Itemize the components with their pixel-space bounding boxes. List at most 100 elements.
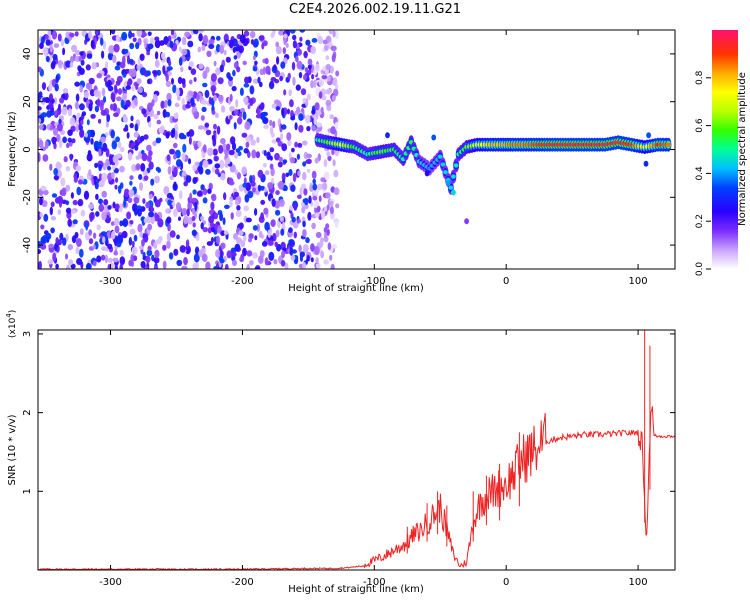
noise-blob [80,209,86,217]
noise-blob [313,68,318,76]
noise-blob [139,231,144,238]
noise-blob [134,144,139,151]
noise-blob [160,100,165,109]
noise-blob [192,263,197,269]
noise-blob [99,99,105,107]
noise-blob [107,165,112,171]
noise-blob [218,145,224,154]
noise-blob [96,224,101,231]
snr-plot-area [38,330,675,570]
noise-blob [220,138,226,145]
noise-blob [268,81,275,90]
noise-blob [83,91,89,99]
noise-blob [307,58,313,66]
noise-blob [243,148,249,154]
noise-blob [299,187,303,197]
noise-blob [50,227,55,234]
noise-blob [311,73,315,80]
noise-blob [89,212,95,221]
noise-blob [264,257,269,266]
noise-blob [74,101,79,110]
noise-blob [281,172,286,181]
noise-blob [182,143,187,153]
noise-blob [291,61,296,71]
noise-blob [260,212,264,221]
noise-blob [173,112,179,120]
noise-blob [281,250,285,259]
snr-x-tick-label: -200 [231,577,254,588]
noise-blob [213,155,219,162]
noise-blob [54,97,58,105]
noise-blob [148,121,152,128]
noise-blob [302,171,307,181]
noise-blob [287,108,290,115]
noise-blob [90,129,95,138]
noise-blob [98,203,105,212]
noise-blob [213,266,218,269]
noise-blob [154,175,160,184]
noise-blob [279,133,284,141]
noise-blob [186,131,191,137]
noise-blob [146,249,153,257]
noise-blob [314,212,320,218]
noise-blob [164,99,168,109]
snr-frame [37,329,676,571]
noise-blob [333,169,339,178]
noise-blob [335,70,340,77]
noise-blob [166,216,172,224]
noise-blob [181,152,186,162]
noise-blob [95,211,100,217]
noise-blob [107,257,113,263]
noise-blob [51,60,56,66]
noise-blob [188,61,195,68]
noise-blob [178,57,183,66]
noise-blob [38,139,44,149]
noise-blob [178,216,181,221]
noise-blob [131,32,135,38]
noise-blob [135,42,140,50]
noise-blob [281,124,287,130]
noise-blob [296,60,303,70]
noise-blob [311,170,317,179]
noise-blob [264,221,270,231]
noise-blob [282,221,286,230]
noise-blob [88,203,95,210]
noise-blob [100,254,106,261]
noise-blob [299,36,303,42]
noise-blob [122,218,129,228]
noise-blob [245,141,250,148]
noise-blob [310,243,315,252]
noise-blob [137,57,141,67]
noise-blob [214,223,218,231]
noise-blob [219,44,225,55]
noise-blob [259,185,266,191]
noise-blob [251,174,256,183]
noise-blob [239,256,245,263]
noise-blob [113,43,120,53]
snr-y-tick-label: 2 [22,409,33,415]
noise-blob [282,159,288,164]
noise-blob [110,221,115,226]
noise-blob [113,251,118,256]
noise-blob [229,198,233,208]
noise-blob [176,259,183,267]
noise-blob [114,184,118,190]
noise-blob [282,47,286,55]
noise-blob [296,153,300,160]
noise-blob [134,208,140,215]
noise-blob [165,80,171,88]
noise-blob [318,78,324,87]
noise-blob [302,97,307,104]
noise-blob [88,77,95,85]
noise-blob [234,169,238,175]
colorbar-ticks: 0.0 0.2 0.4 0.6 0.8 [695,70,711,276]
noise-blob [48,102,54,110]
noise-blob [243,96,249,104]
noise-blob [61,187,67,197]
noise-blob [304,197,309,206]
noise-blob [67,137,73,143]
noise-blob [330,45,337,51]
noise-blob [95,30,99,35]
noise-blob [126,211,132,220]
noise-blob [112,201,116,209]
